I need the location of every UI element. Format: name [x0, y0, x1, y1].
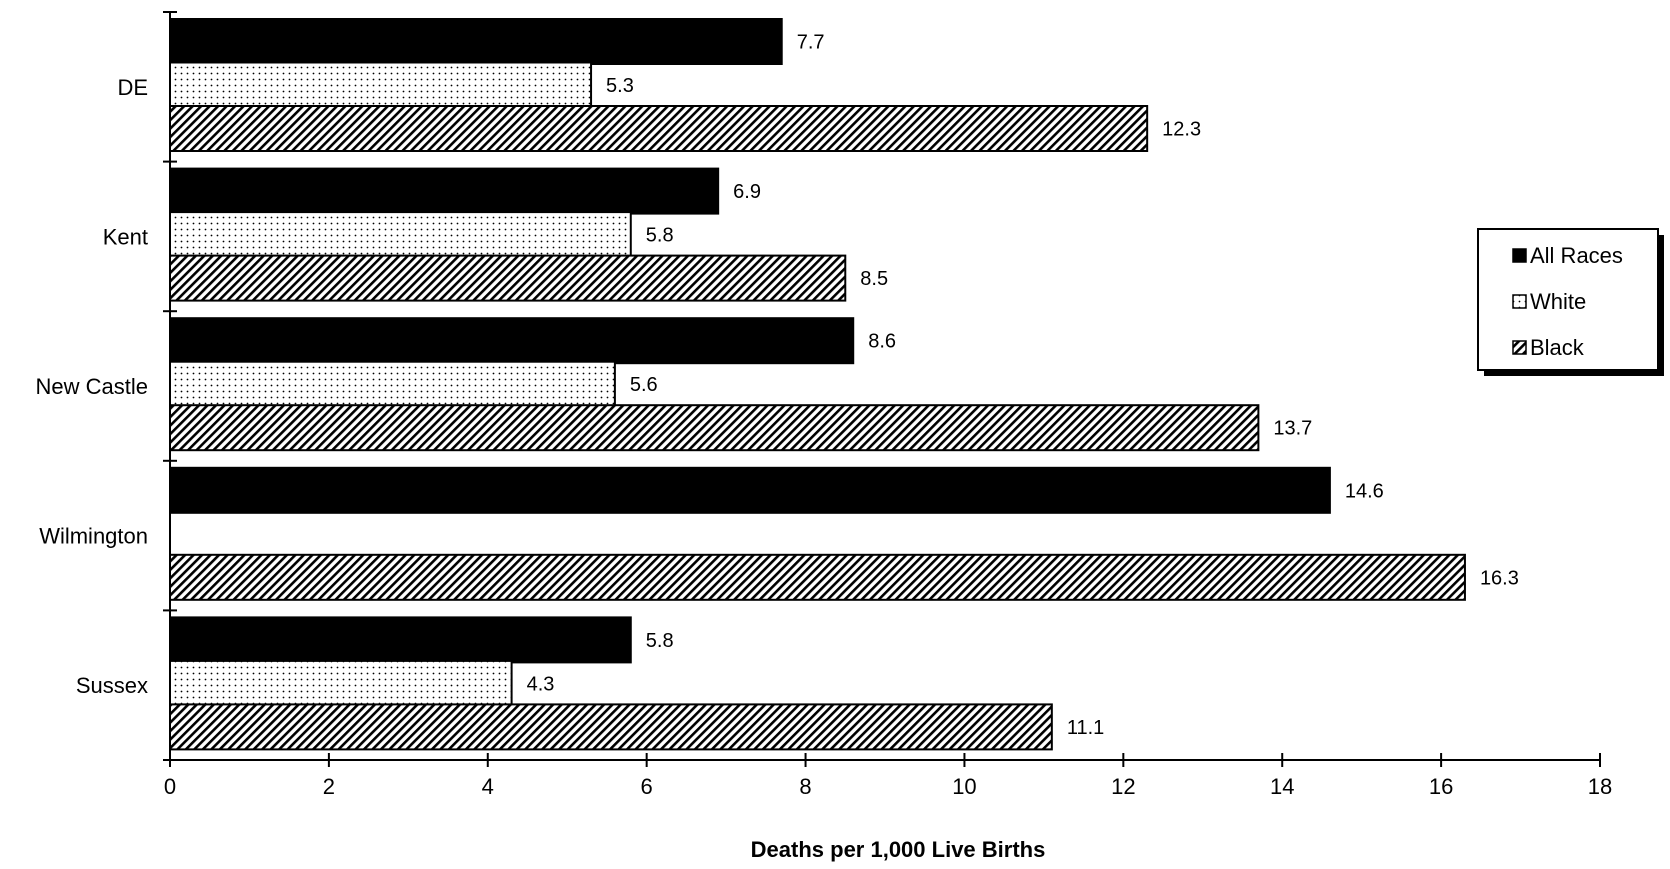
legend-label-white: White [1530, 289, 1586, 314]
legend-swatch-black [1512, 340, 1527, 355]
data-label-wilmington-black: 16.3 [1480, 567, 1519, 589]
data-label-de-black: 12.3 [1162, 119, 1201, 141]
data-label-kent-all-races: 6.9 [733, 181, 761, 203]
x-tick-label-2: 2 [323, 774, 335, 799]
x-tick-label-8: 8 [799, 774, 811, 799]
legend-box [1477, 228, 1659, 371]
bar-new-castle-white [169, 360, 616, 408]
legend-label-black: Black [1530, 335, 1585, 360]
bar-kent-white [169, 211, 632, 259]
data-label-kent-black: 8.5 [860, 268, 888, 290]
data-label-kent-white: 5.8 [646, 225, 674, 247]
x-axis-title: Deaths per 1,000 Live Births [751, 837, 1046, 862]
bar-sussex-black [169, 703, 1053, 751]
data-label-sussex-black: 11.1 [1067, 717, 1104, 739]
legend-swatch-all-races [1512, 248, 1527, 263]
bar-wilmington-black [169, 553, 1466, 601]
x-tick-label-16: 16 [1429, 774, 1453, 799]
x-tick-label-6: 6 [641, 774, 653, 799]
bar-kent-black [169, 254, 847, 302]
category-label-new-castle: New Castle [36, 374, 148, 399]
data-label-sussex-all-races: 5.8 [646, 630, 674, 652]
category-label-sussex: Sussex [76, 673, 148, 698]
data-label-de-white: 5.3 [606, 75, 634, 97]
data-label-de-all-races: 7.7 [797, 32, 825, 54]
bar-de-all-races [169, 18, 783, 65]
data-label-wilmington-all-races: 14.6 [1345, 480, 1384, 502]
x-tick-label-4: 4 [482, 774, 494, 799]
category-label-kent: Kent [103, 224, 148, 249]
data-label-new-castle-all-races: 8.6 [868, 331, 896, 353]
x-tick-label-10: 10 [952, 774, 976, 799]
bar-sussex-white [169, 659, 513, 707]
bar-wilmington-all-races [169, 466, 1331, 514]
bars-layer: 7.7 5.3 12.3 DE 6.9 5.8 8.5 Kent 8.6 5.6 13.7 New C… [36, 18, 1519, 751]
bar-kent-all-races [169, 167, 720, 215]
bar-de-white [169, 61, 593, 109]
legend-label-all-races: All Races [1530, 243, 1623, 268]
x-tick-label-12: 12 [1111, 774, 1135, 799]
legend: All Races White Black [1477, 228, 1664, 376]
data-label-new-castle-black: 13.7 [1273, 418, 1312, 440]
category-label-de: DE [117, 75, 148, 100]
data-label-sussex-white: 4.3 [527, 673, 555, 695]
bar-new-castle-black [169, 404, 1260, 452]
bar-de-black [169, 105, 1149, 152]
x-tick-label-18: 18 [1588, 774, 1612, 799]
bar-new-castle-all-races [169, 317, 855, 365]
axes-layer: 0 2 4 6 8 10 12 14 16 18 [163, 11, 1612, 799]
bar-sussex-all-races [169, 616, 632, 664]
category-label-wilmington: Wilmington [39, 524, 148, 549]
x-tick-label-14: 14 [1270, 774, 1294, 799]
x-tick-label-0: 0 [164, 774, 176, 799]
data-label-new-castle-white: 5.6 [630, 374, 658, 396]
legend-swatch-white [1512, 294, 1527, 309]
